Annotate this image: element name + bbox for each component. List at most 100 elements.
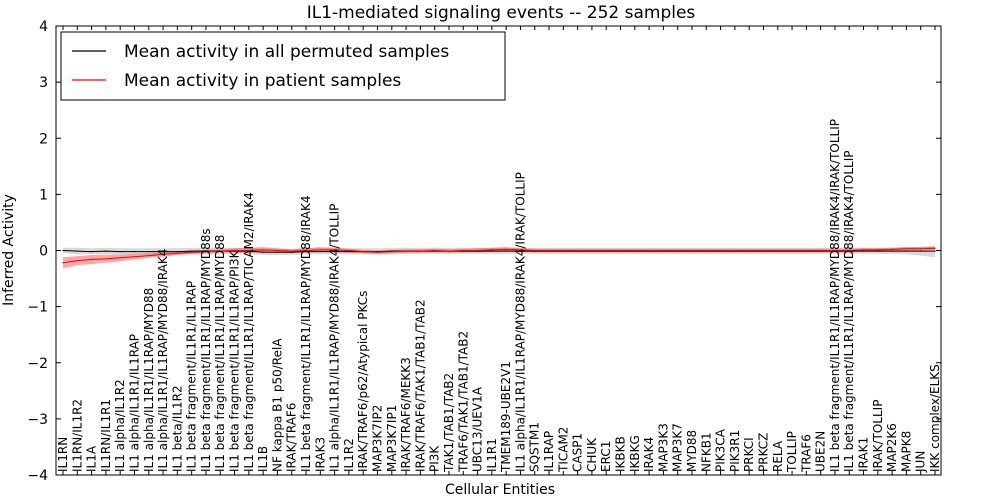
series-0-point [62, 249, 64, 252]
series-1-point [805, 249, 807, 252]
y-tick-label: 0 [39, 244, 48, 260]
x-tick-label: IL1 beta fragment/IL1R1/IL1RAP [185, 281, 199, 472]
series-1-point [877, 249, 879, 251]
y-tick-label: 4 [39, 19, 48, 35]
x-tick-label: IKK complex/ELKS [928, 364, 942, 472]
x-tick-label: TAK1/TAB1/TAB2 [442, 373, 456, 473]
x-tick-label: IL1 beta fragment/IL1R1/IL1RAP/MYD88/IRA… [299, 195, 313, 472]
series-1-point [562, 249, 564, 252]
legend: Mean activity in all permuted samples Me… [60, 31, 506, 101]
x-tick-label: IL1RN/IL1R1 [99, 399, 113, 472]
x-tick-label: IL1A [85, 445, 99, 472]
y-tick-label: 3 [39, 75, 48, 91]
series-0-point [334, 251, 336, 253]
series-1-point [319, 249, 321, 251]
x-tick-label: IRAK/TOLLIP [871, 400, 885, 472]
y-tick-label: −3 [27, 412, 48, 428]
legend-label-patient: Mean activity in patient samples [124, 71, 401, 91]
series-1-point [133, 256, 136, 258]
x-tick-label: MAP3K7IP2 [371, 405, 385, 472]
series-1-point [920, 248, 922, 250]
series-1-point [205, 251, 207, 253]
x-tick-label: ERC1 [599, 441, 613, 472]
series-1-point [591, 249, 593, 252]
series-1-point [848, 249, 850, 252]
series-0-point [76, 250, 78, 252]
series-1-point [505, 248, 507, 250]
legend-box [60, 31, 506, 101]
x-tick-label: IL1 beta fragment/IL1R1/IL1RAP/MYD88/IRA… [828, 119, 842, 472]
x-tick-label: IKBKB [614, 436, 628, 472]
series-1-point [376, 251, 379, 253]
series-0-point [291, 251, 293, 253]
x-tick-label: RELA [771, 440, 785, 472]
series-0-point [305, 251, 307, 253]
x-tick-label: IL1 beta fragment/IL1R1/IL1RAP/PI3K [228, 249, 242, 472]
x-tick-label: IL1 alpha/IL1R2 [113, 379, 127, 472]
x-tick-label: PIK3R1 [728, 430, 742, 472]
series-1-point [777, 249, 779, 252]
x-tick-label: NFKB1 [699, 432, 713, 472]
series-0-point [105, 250, 107, 252]
x-tick-label: IL1R1 [485, 438, 499, 472]
series-1-point [362, 251, 364, 253]
series-1-point [634, 249, 636, 252]
series-0-point [891, 250, 893, 252]
series-1-point [291, 250, 293, 252]
series-1-point [348, 249, 350, 252]
x-tick-label: CHUK [585, 437, 599, 472]
series-0-point [905, 250, 908, 252]
legend-label-permuted: Mean activity in all permuted samples [124, 42, 449, 62]
series-1-point [391, 251, 393, 253]
series-1-point [91, 258, 93, 261]
x-tick-label: IL1R2 [342, 438, 356, 472]
chart-title: IL1-mediated signaling events -- 252 sam… [307, 3, 696, 23]
series-1-point [248, 249, 250, 252]
x-tick-label: IL1 beta fragment/IL1R1/IL1RAP/MYD88/IRA… [842, 151, 856, 472]
x-tick-label: IL1RN/IL1R2 [70, 399, 84, 472]
x-tick-label: IL1 beta fragment/IL1R1/IL1RAP/MYD88 [213, 235, 227, 472]
x-tick-label: MAP2K6 [885, 423, 899, 472]
x-tick-label: IL1RAP [542, 431, 556, 472]
series-1-point [691, 249, 693, 252]
x-tick-label: TRAF6/TAK1/TAB1/TAB2 [456, 331, 470, 473]
series-1-point [791, 249, 793, 252]
x-tick-label: IRAK/TRAF6/TAK1/TAB1/TAB2 [413, 299, 427, 472]
series-1-point [677, 249, 679, 252]
x-tick-label: PIK3CA [714, 428, 728, 472]
series-0-point [934, 250, 936, 252]
y-tick-label: −4 [27, 468, 48, 484]
series-1-point [705, 249, 707, 252]
x-tick-label: UBC13/UEV1A [471, 386, 485, 472]
series-1-point [548, 249, 550, 252]
series-1-point [662, 249, 665, 252]
y-tick-label: 1 [39, 187, 48, 203]
x-tick-label: PRKCI [742, 437, 756, 472]
series-0-point [176, 251, 178, 253]
series-1-point [76, 260, 78, 262]
series-1-point [748, 249, 750, 252]
series-1-point [419, 250, 421, 252]
series-1-point [62, 262, 64, 264]
x-tick-label: IRAK4 [642, 437, 656, 472]
x-tick-label: TMEM189-UBE2V1 [499, 361, 513, 473]
series-1-point [519, 249, 522, 251]
x-tick-label: CASP1 [571, 433, 585, 472]
series-1-point [477, 249, 479, 252]
x-tick-label: SQSTM1 [528, 422, 542, 472]
series-0-point [133, 251, 136, 253]
series-1-point [762, 249, 765, 252]
series-1-point [619, 249, 622, 252]
series-1-point [905, 248, 908, 250]
series-1-point [834, 249, 836, 252]
x-tick-label: MAP3K7 [671, 423, 685, 472]
series-1-point [734, 249, 736, 252]
x-tick-label: NF kappa B1 p50/RelA [270, 338, 284, 472]
x-tick-label: MAPK8 [899, 431, 913, 472]
x-tick-label: UBE2N [814, 431, 828, 472]
x-tick-label: IL1 alpha/IL1R1/IL1RAP/MYD88/IRAK4/TOLLI… [328, 204, 342, 472]
series-1-point [405, 250, 407, 252]
series-0-point [519, 250, 522, 252]
series-1-point [219, 250, 221, 252]
